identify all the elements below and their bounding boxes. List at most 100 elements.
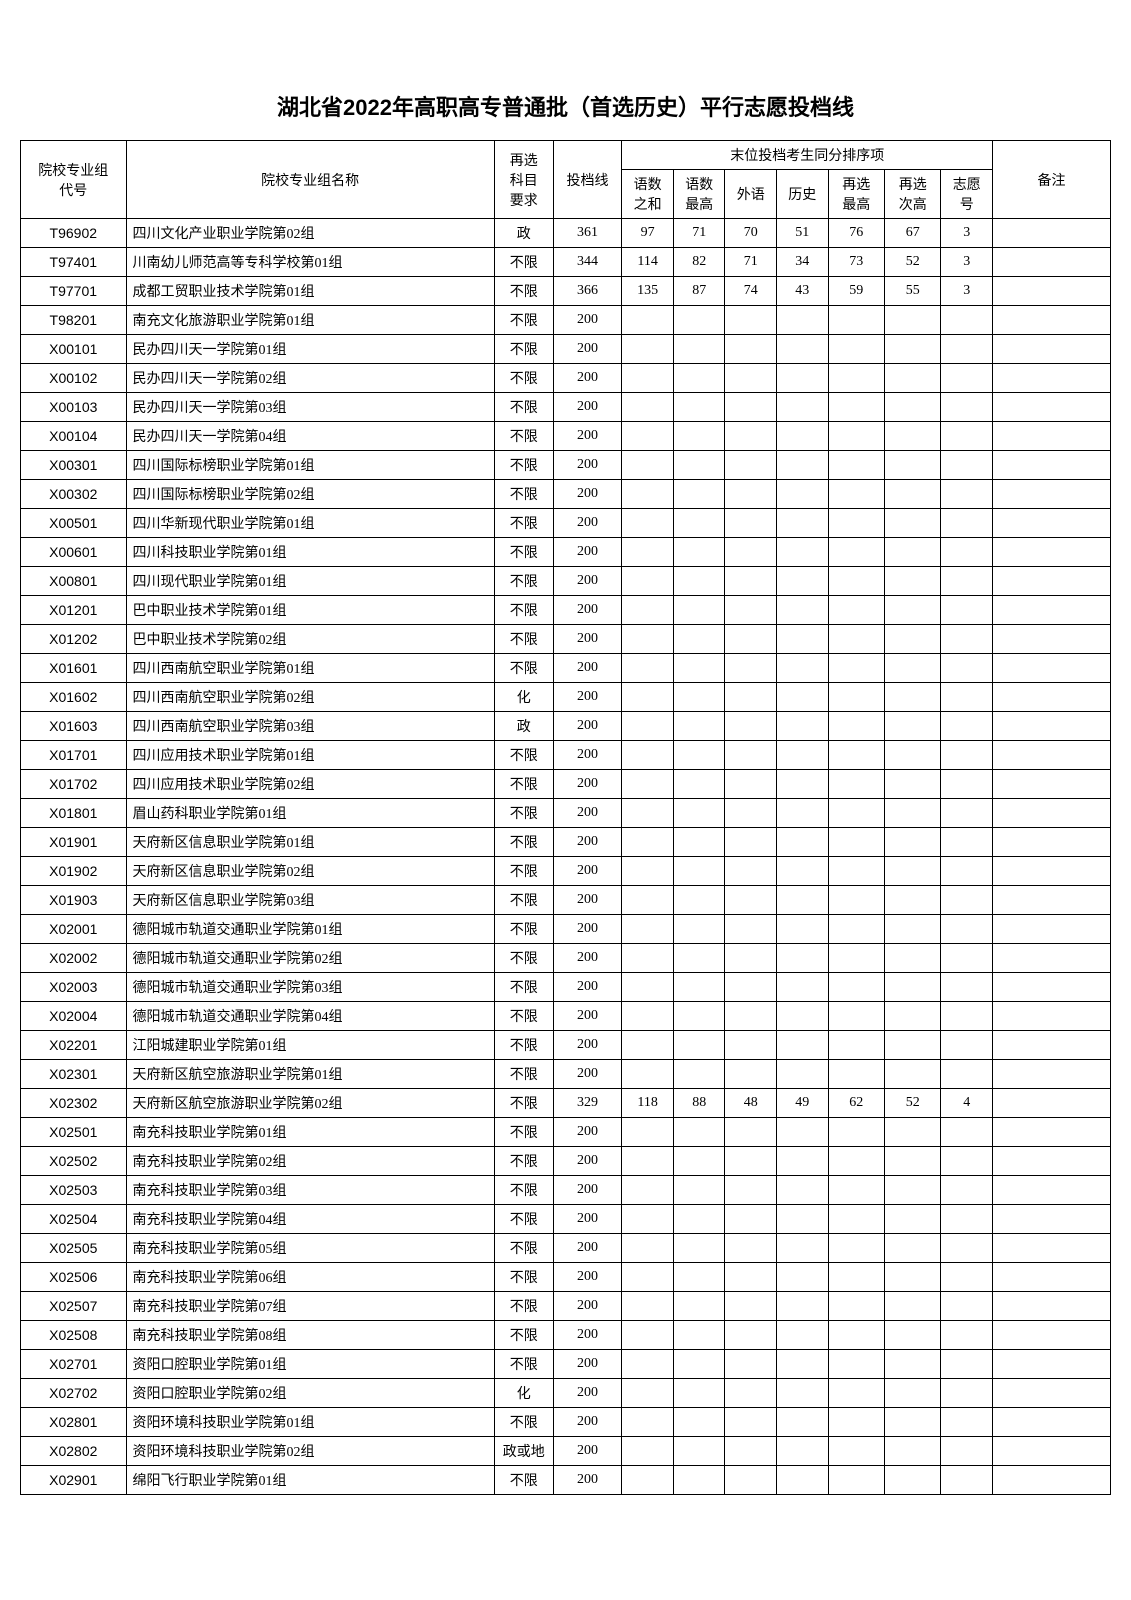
cell-name: 南充文化旅游职业学院第01组 bbox=[126, 306, 494, 335]
cell-lishi bbox=[777, 509, 829, 538]
cell-lishi bbox=[777, 1408, 829, 1437]
cell-name: 民办四川天一学院第03组 bbox=[126, 393, 494, 422]
cell-yushu_sum bbox=[622, 654, 674, 683]
cell-waiyu bbox=[725, 596, 777, 625]
cell-remark bbox=[993, 915, 1111, 944]
cell-subject: 不限 bbox=[494, 1321, 553, 1350]
cell-score: 200 bbox=[553, 364, 622, 393]
cell-waiyu bbox=[725, 915, 777, 944]
cell-lishi bbox=[777, 422, 829, 451]
cell-lishi: 34 bbox=[777, 248, 829, 277]
cell-score: 200 bbox=[553, 625, 622, 654]
cell-waiyu bbox=[725, 335, 777, 364]
cell-yushu_sum bbox=[622, 712, 674, 741]
cell-zhiyuan bbox=[941, 422, 993, 451]
cell-yushu_sum bbox=[622, 480, 674, 509]
table-row: X02702资阳口腔职业学院第02组化200 bbox=[21, 1379, 1111, 1408]
cell-subject: 不限 bbox=[494, 422, 553, 451]
cell-lishi bbox=[777, 1437, 829, 1466]
header-name: 院校专业组名称 bbox=[126, 141, 494, 219]
cell-score: 200 bbox=[553, 886, 622, 915]
cell-code: T97701 bbox=[21, 277, 127, 306]
cell-zaixuan_cigao bbox=[885, 509, 941, 538]
cell-remark bbox=[993, 364, 1111, 393]
cell-name: 四川西南航空职业学院第01组 bbox=[126, 654, 494, 683]
cell-zhiyuan bbox=[941, 915, 993, 944]
cell-lishi bbox=[777, 973, 829, 1002]
cell-subject: 不限 bbox=[494, 828, 553, 857]
cell-remark bbox=[993, 451, 1111, 480]
cell-score: 200 bbox=[553, 944, 622, 973]
cell-zaixuan_max bbox=[828, 364, 884, 393]
table-row: X01701四川应用技术职业学院第01组不限200 bbox=[21, 741, 1111, 770]
cell-yushu_max bbox=[673, 364, 725, 393]
cell-score: 200 bbox=[553, 480, 622, 509]
cell-yushu_sum bbox=[622, 538, 674, 567]
cell-remark bbox=[993, 1234, 1111, 1263]
cell-zaixuan_max bbox=[828, 335, 884, 364]
cell-lishi bbox=[777, 451, 829, 480]
cell-name: 四川华新现代职业学院第01组 bbox=[126, 509, 494, 538]
cell-remark bbox=[993, 596, 1111, 625]
cell-waiyu bbox=[725, 567, 777, 596]
cell-zaixuan_max bbox=[828, 1379, 884, 1408]
cell-score: 200 bbox=[553, 712, 622, 741]
cell-name: 天府新区航空旅游职业学院第02组 bbox=[126, 1089, 494, 1118]
cell-zaixuan_cigao bbox=[885, 1263, 941, 1292]
cell-zhiyuan bbox=[941, 1263, 993, 1292]
cell-score: 200 bbox=[553, 538, 622, 567]
table-row: X02901绵阳飞行职业学院第01组不限200 bbox=[21, 1466, 1111, 1495]
cell-zaixuan_cigao bbox=[885, 915, 941, 944]
cell-zhiyuan bbox=[941, 1002, 993, 1031]
cell-code: X02801 bbox=[21, 1408, 127, 1437]
cell-score: 200 bbox=[553, 973, 622, 1002]
cell-score: 329 bbox=[553, 1089, 622, 1118]
cell-lishi bbox=[777, 1205, 829, 1234]
cell-yushu_sum bbox=[622, 1292, 674, 1321]
cell-name: 成都工贸职业技术学院第01组 bbox=[126, 277, 494, 306]
cell-subject: 不限 bbox=[494, 480, 553, 509]
cell-remark bbox=[993, 1379, 1111, 1408]
cell-waiyu bbox=[725, 364, 777, 393]
cell-zhiyuan bbox=[941, 1466, 993, 1495]
cell-zaixuan_max bbox=[828, 973, 884, 1002]
cell-subject: 不限 bbox=[494, 306, 553, 335]
cell-code: T98201 bbox=[21, 306, 127, 335]
cell-remark bbox=[993, 393, 1111, 422]
cell-zaixuan_max bbox=[828, 306, 884, 335]
cell-zhiyuan bbox=[941, 741, 993, 770]
table-row: X02302天府新区航空旅游职业学院第02组不限3291188848496252… bbox=[21, 1089, 1111, 1118]
cell-yushu_sum bbox=[622, 741, 674, 770]
cell-lishi bbox=[777, 654, 829, 683]
cell-zaixuan_max bbox=[828, 1147, 884, 1176]
table-row: X02508南充科技职业学院第08组不限200 bbox=[21, 1321, 1111, 1350]
cell-lishi bbox=[777, 1292, 829, 1321]
cell-yushu_max bbox=[673, 1176, 725, 1205]
cell-code: X02901 bbox=[21, 1466, 127, 1495]
cell-yushu_max bbox=[673, 712, 725, 741]
cell-name: 眉山药科职业学院第01组 bbox=[126, 799, 494, 828]
cell-score: 200 bbox=[553, 1147, 622, 1176]
cell-lishi bbox=[777, 799, 829, 828]
cell-zhiyuan bbox=[941, 770, 993, 799]
cell-code: X02003 bbox=[21, 973, 127, 1002]
cell-code: X02502 bbox=[21, 1147, 127, 1176]
header-tiebreak-group: 末位投档考生同分排序项 bbox=[622, 141, 993, 170]
cell-yushu_sum bbox=[622, 1321, 674, 1350]
cell-lishi bbox=[777, 596, 829, 625]
table-row: X00302四川国际标榜职业学院第02组不限200 bbox=[21, 480, 1111, 509]
cell-waiyu bbox=[725, 683, 777, 712]
cell-score: 200 bbox=[553, 451, 622, 480]
cell-code: X02701 bbox=[21, 1350, 127, 1379]
cell-name: 四川国际标榜职业学院第02组 bbox=[126, 480, 494, 509]
cell-code: X00101 bbox=[21, 335, 127, 364]
cell-waiyu bbox=[725, 1205, 777, 1234]
cell-lishi bbox=[777, 915, 829, 944]
cell-score: 344 bbox=[553, 248, 622, 277]
cell-score: 200 bbox=[553, 1408, 622, 1437]
cell-waiyu bbox=[725, 741, 777, 770]
cell-zhiyuan bbox=[941, 1292, 993, 1321]
header-zaixuan-cigao: 再选 次高 bbox=[885, 170, 941, 219]
cell-lishi bbox=[777, 944, 829, 973]
table-row: X02503南充科技职业学院第03组不限200 bbox=[21, 1176, 1111, 1205]
